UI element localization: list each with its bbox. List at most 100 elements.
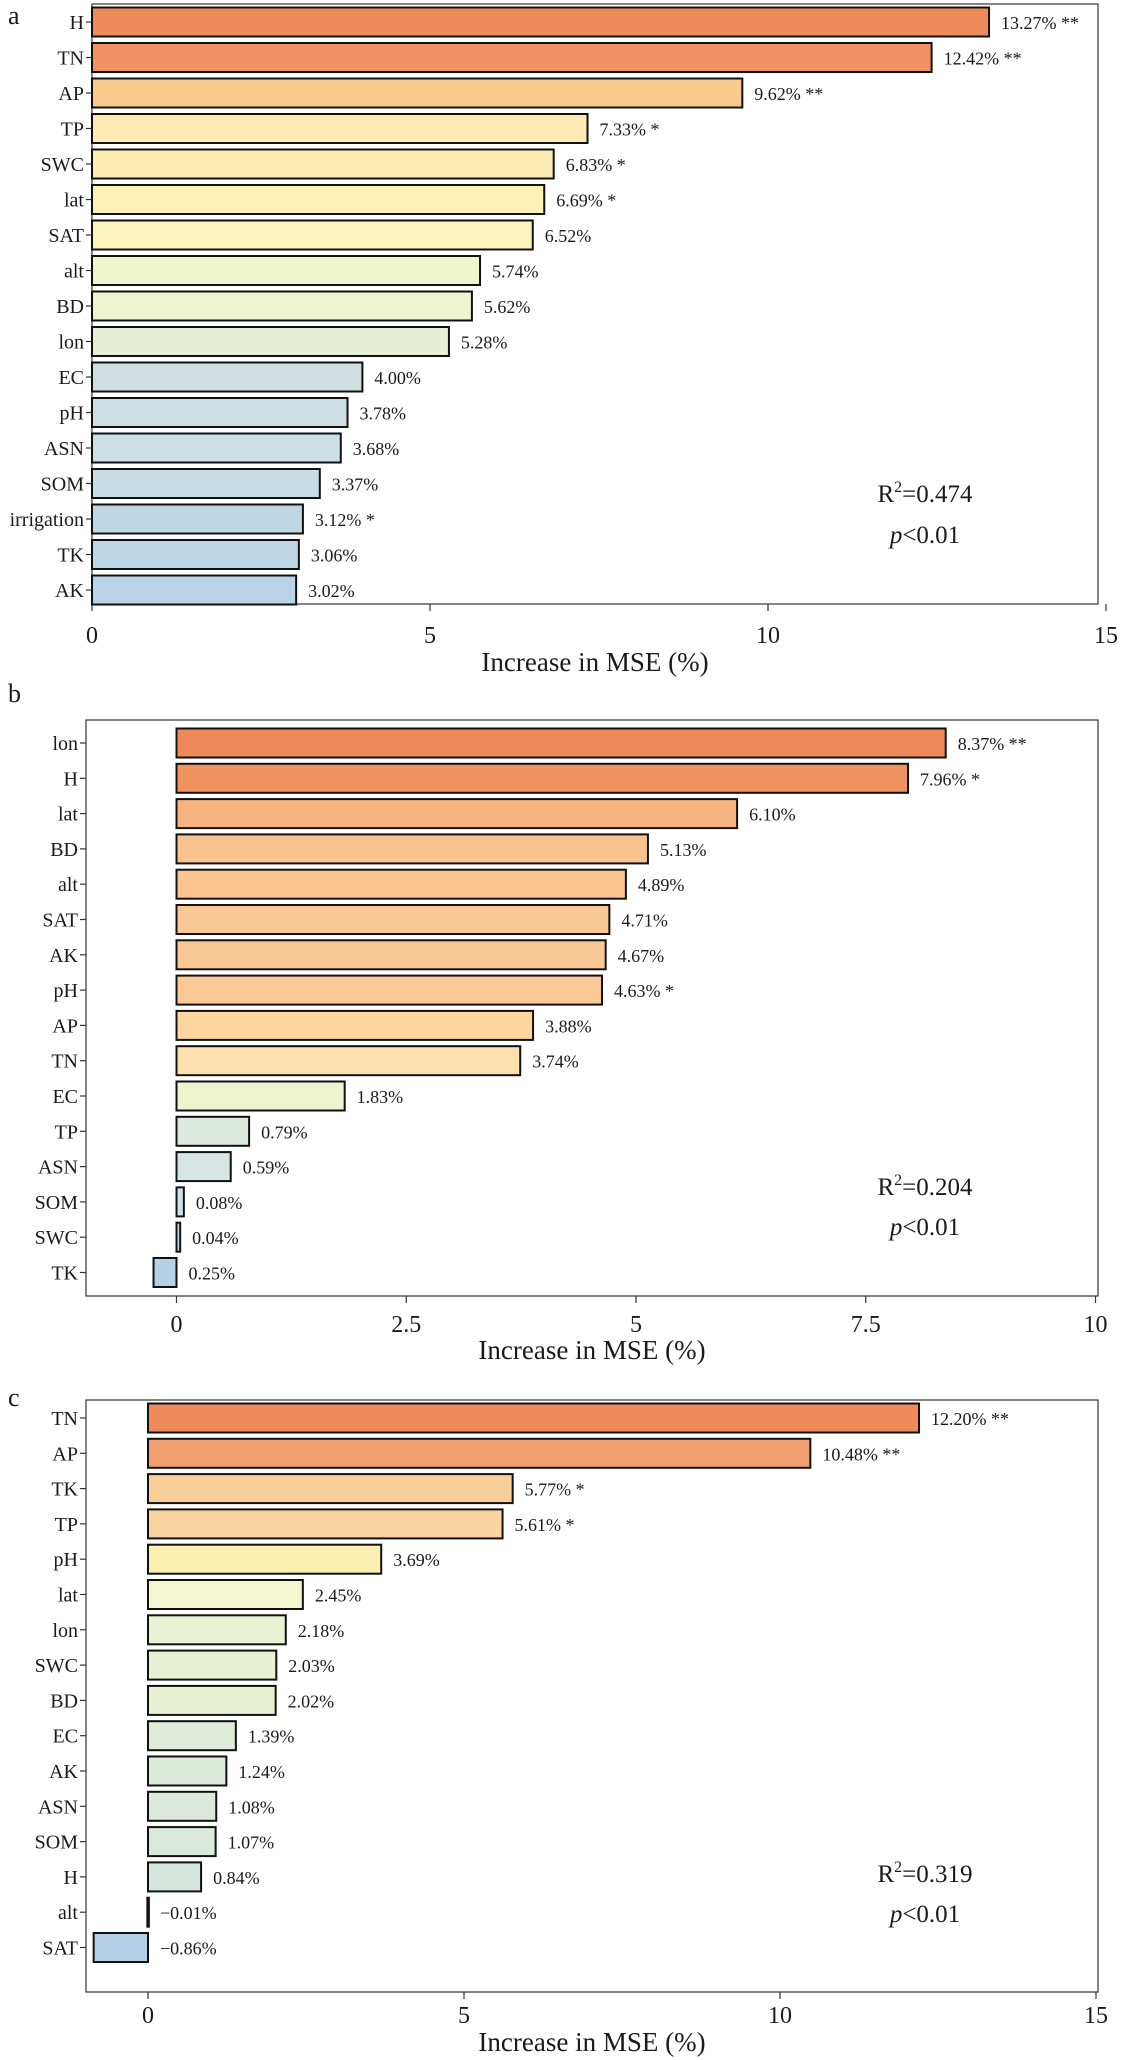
category-label: AP bbox=[52, 1443, 78, 1465]
r-superscript: 2 bbox=[894, 479, 902, 496]
category-label: TK bbox=[51, 1479, 78, 1501]
x-tick-label: 10 bbox=[1084, 1312, 1108, 1338]
value-label: 0.59% bbox=[243, 1158, 290, 1178]
r-squared-label: R2=0.474 bbox=[877, 479, 973, 508]
bar-BD bbox=[147, 1684, 277, 1716]
category-label: H bbox=[64, 1867, 78, 1889]
value-label: 1.07% bbox=[228, 1833, 275, 1853]
p-letter: p bbox=[888, 1214, 903, 1241]
category-label: SOM bbox=[35, 1192, 79, 1214]
bar-SWC bbox=[91, 148, 555, 180]
x-tick-label: 7.5 bbox=[851, 1312, 881, 1338]
category-label: lon bbox=[52, 733, 78, 755]
r-squared-label: R2=0.204 bbox=[877, 1172, 973, 1201]
r-squared-value: =0.319 bbox=[902, 1861, 972, 1888]
p-threshold: <0.01 bbox=[902, 522, 960, 549]
value-label: 9.62% ** bbox=[754, 84, 823, 104]
category-label: alt bbox=[58, 874, 78, 896]
bar-SAT bbox=[92, 1932, 150, 1963]
bar-TN bbox=[147, 1402, 921, 1434]
category-label: SWC bbox=[41, 154, 84, 176]
bar-TK bbox=[147, 1473, 514, 1505]
r-squared-value: =0.474 bbox=[902, 481, 973, 508]
category-label: SAT bbox=[42, 910, 78, 932]
x-tick-label: 15 bbox=[1084, 2003, 1108, 2029]
value-label: 4.00% bbox=[374, 368, 421, 388]
value-label: 4.71% bbox=[621, 911, 668, 931]
value-label: 5.77% * bbox=[525, 1480, 585, 1500]
category-label: SOM bbox=[35, 1832, 79, 1854]
x-tick-label: 10 bbox=[768, 2003, 792, 2029]
value-label: 2.02% bbox=[288, 1691, 335, 1711]
value-label: 4.67% bbox=[618, 946, 665, 966]
value-label: 3.12% * bbox=[315, 510, 375, 530]
bar-AP bbox=[147, 1437, 812, 1469]
x-tick-label: 5 bbox=[424, 623, 436, 649]
bar-TP bbox=[147, 1508, 504, 1540]
bar-ASN bbox=[175, 1151, 232, 1183]
p-value-label: p<0.01 bbox=[888, 1901, 960, 1928]
bar-ASN bbox=[91, 432, 342, 464]
category-label: pH bbox=[60, 403, 84, 425]
category-label: TP bbox=[61, 119, 84, 141]
category-label: ASN bbox=[38, 1157, 78, 1179]
p-value-label: p<0.01 bbox=[888, 522, 960, 549]
value-label: 5.62% bbox=[484, 297, 531, 317]
value-label: 4.63% * bbox=[614, 981, 674, 1001]
bar-H bbox=[147, 1861, 203, 1893]
category-label: EC bbox=[52, 1086, 78, 1108]
bar-AP bbox=[91, 77, 744, 109]
x-axis-label: Increase in MSE (%) bbox=[478, 1335, 705, 1365]
bar-alt bbox=[91, 255, 482, 286]
r-letter: R bbox=[877, 1174, 894, 1201]
value-label: −0.86% bbox=[160, 1939, 217, 1959]
category-label: pH bbox=[54, 980, 78, 1002]
bar-lon bbox=[91, 326, 450, 357]
x-axis-label: Increase in MSE (%) bbox=[478, 2027, 705, 2057]
bar-TP bbox=[91, 113, 589, 144]
bar-SAT bbox=[91, 219, 534, 251]
category-label: TK bbox=[51, 1263, 78, 1285]
bar-EC bbox=[91, 361, 364, 393]
category-label: ASN bbox=[38, 1796, 78, 1818]
value-label: 3.88% bbox=[545, 1016, 592, 1036]
category-label: SOM bbox=[41, 474, 85, 496]
panel-label: b bbox=[8, 680, 21, 708]
bar-lon bbox=[175, 727, 947, 759]
category-label: pH bbox=[54, 1549, 78, 1571]
category-label: BD bbox=[50, 839, 78, 861]
bar-BD bbox=[91, 290, 473, 322]
category-label: TN bbox=[51, 1051, 78, 1073]
category-label: SAT bbox=[42, 1938, 78, 1960]
value-label: 5.28% bbox=[461, 333, 508, 353]
r-squared-label: R2=0.319 bbox=[877, 1859, 972, 1888]
bar-TK bbox=[91, 539, 300, 570]
value-label: 3.78% bbox=[360, 404, 407, 424]
bar-SWC bbox=[175, 1221, 182, 1253]
value-label: 1.39% bbox=[248, 1727, 295, 1747]
x-axis-label: Increase in MSE (%) bbox=[481, 647, 708, 677]
category-label: AP bbox=[58, 83, 84, 105]
value-label: 3.68% bbox=[353, 439, 400, 459]
value-label: 10.48% ** bbox=[822, 1444, 900, 1464]
bar-lat bbox=[91, 184, 546, 215]
chart-c-svg: c 0 5 10 15 Increase in MSE (%) TN 12.20% ** AP 1… bbox=[8, 1383, 1108, 2057]
bar-EC bbox=[147, 1720, 237, 1752]
category-label: ASN bbox=[44, 438, 84, 460]
value-label: 12.20% ** bbox=[931, 1409, 1009, 1429]
value-label: 1.24% bbox=[238, 1762, 284, 1782]
bar-AP bbox=[175, 1009, 535, 1041]
value-label: 0.79% bbox=[261, 1122, 308, 1142]
p-letter: p bbox=[888, 1901, 903, 1928]
x-tick-label: 0 bbox=[86, 623, 98, 649]
value-label: 0.04% bbox=[192, 1228, 239, 1248]
bar-AK bbox=[91, 574, 298, 606]
bar-TP bbox=[175, 1115, 251, 1147]
value-label: 6.52% bbox=[545, 226, 592, 246]
value-label: 0.25% bbox=[189, 1264, 236, 1284]
chart-panel-a: a 0 5 10 15 Increase in MSE (%) H 13.27% ** TN 12… bbox=[0, 0, 1122, 680]
value-label: 3.06% bbox=[311, 546, 358, 566]
category-label: SWC bbox=[35, 1655, 78, 1677]
category-label: irrigation bbox=[10, 509, 84, 531]
bar-lon bbox=[147, 1614, 287, 1646]
